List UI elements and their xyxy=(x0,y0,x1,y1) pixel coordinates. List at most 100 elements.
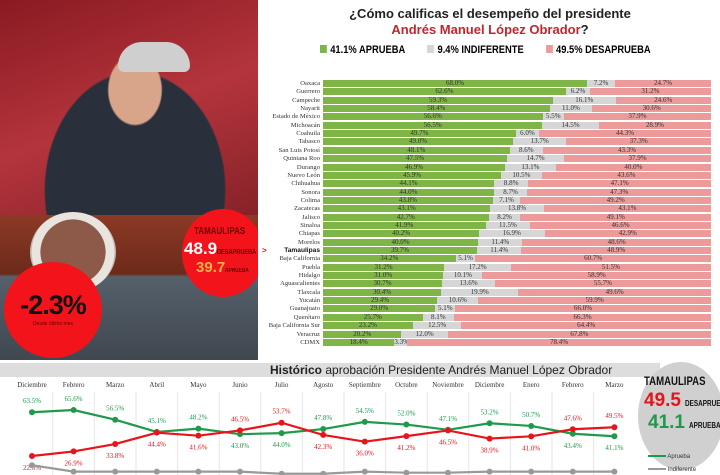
data-point xyxy=(361,418,368,425)
state-label: Jalisco xyxy=(302,213,320,221)
bar-aprueba: 40.2% xyxy=(323,230,479,238)
state-label: Colima xyxy=(300,196,320,204)
bar-indiferente: 11.4% xyxy=(477,247,522,254)
bar-indiferente: 8.7% xyxy=(493,188,528,196)
bar-desaprueba: 47.3% xyxy=(527,188,711,196)
bar-aprueba: 29.4% xyxy=(323,297,438,305)
bar-row: Nayarit 58.4% 11.0% 30.6% xyxy=(260,105,720,113)
data-point xyxy=(320,426,327,433)
data-point xyxy=(320,431,327,438)
bar-aprueba: 42.7% xyxy=(323,213,489,221)
data-label: 26.9% xyxy=(65,459,83,467)
data-point xyxy=(569,468,576,475)
state-label: Querétaro xyxy=(293,313,320,321)
data-point xyxy=(403,469,410,475)
data-point xyxy=(70,448,77,455)
bar-desaprueba: 43.6% xyxy=(541,171,711,179)
state-label: Morelos xyxy=(298,238,320,246)
bar-indiferente: 12.0% xyxy=(401,330,448,338)
bar-desaprueba: 51.5% xyxy=(510,263,711,271)
chart-title-line2: Andrés Manuel López Obrador? xyxy=(260,22,720,37)
tamaulipas-badge: TAMAULIPAS 48.9DESAPRUEBA 39.7APRUEBA xyxy=(182,209,258,297)
bar-desaprueba: 59.9% xyxy=(478,297,711,305)
president-photo: -2.3% Desde último mes TAMAULIPAS 48.9DE… xyxy=(0,0,258,362)
data-label: 44.4% xyxy=(148,441,166,449)
state-label: Nayarit xyxy=(300,105,320,113)
data-point xyxy=(29,453,35,460)
legend-indiferente-label: 9.4% INDIFERENTE xyxy=(437,44,524,56)
bar-row: > Tamaulipas 39.7% 11.4% 48.9% xyxy=(260,247,720,255)
data-point xyxy=(611,468,618,475)
bar-aprueba: 31.0% xyxy=(323,272,444,280)
bar-aprueba: 62.6% xyxy=(323,88,566,96)
historical-title-band: Histórico aprobación Presidente Andrés M… xyxy=(0,363,660,377)
state-label: Baja California xyxy=(279,255,320,263)
data-label: 47.8% xyxy=(314,414,332,422)
bar-indiferente: 5.5% xyxy=(542,113,564,121)
bar-row: Zacatecas 43.1% 13.8% 43.1% xyxy=(260,205,720,213)
historical-chart: Histórico aprobación Presidente Andrés M… xyxy=(0,360,720,475)
data-point xyxy=(486,468,493,475)
bar-row: Nuevo León 45.9% 10.5% 43.6% xyxy=(260,171,720,180)
bar-desaprueba: 64.4% xyxy=(461,322,711,330)
bar-indiferente: 12.5% xyxy=(412,322,462,330)
bar-row: CDMX 18.4% 3.3% 78.4% xyxy=(260,338,720,347)
data-label: 65.6% xyxy=(65,395,83,403)
data-point xyxy=(403,421,410,428)
bar-row: Sonora 44.0% 8.7% 47.3% xyxy=(260,188,720,197)
data-label: 46.5% xyxy=(231,415,249,423)
bar-desaprueba: 58.9% xyxy=(482,272,711,280)
data-point xyxy=(112,441,119,448)
legend-indiferente: 9.4% INDIFERENTE xyxy=(427,44,524,56)
bar-indiferente: 10.6% xyxy=(437,297,479,305)
month-label: Enero xyxy=(522,381,540,389)
data-point xyxy=(70,407,77,413)
data-label: 45.1% xyxy=(148,417,166,425)
question-mark: ? xyxy=(580,22,589,37)
data-label: 53.2% xyxy=(481,408,499,416)
bar-indiferente: 13.8% xyxy=(490,205,544,213)
data-point xyxy=(361,468,368,475)
bar-row: Michoacán 56.5% 14.5% 28.9% xyxy=(260,121,720,130)
highlight-arrow-icon: > xyxy=(262,246,267,255)
state-label: Tamaulipas xyxy=(284,247,320,254)
bar-row: Coahuila 49.7% 6.0% 44.3% xyxy=(260,130,720,138)
bar-aprueba: 18.4% xyxy=(323,338,395,346)
state-label: Veracruz xyxy=(296,330,320,338)
current-title: TAMAULIPAS xyxy=(644,374,706,388)
state-label: Guerrero xyxy=(296,88,320,96)
bar-row: Baja California 34.2% 5.1% 60.7% xyxy=(260,255,720,263)
state-label: Tabasco xyxy=(298,138,320,146)
data-point xyxy=(486,420,493,427)
data-label: 48.2% xyxy=(189,414,207,422)
bar-aprueba: 34.2% xyxy=(323,255,456,263)
data-point xyxy=(611,433,618,440)
data-point xyxy=(403,433,410,440)
bar-aprueba: 41.9% xyxy=(323,221,486,229)
bar-row: Aguascalientes 30.7% 13.6% 55.7% xyxy=(260,280,720,288)
data-point xyxy=(611,424,618,431)
state-label: Chiapas xyxy=(298,230,320,238)
bar-indiferente: 5.1% xyxy=(435,305,456,313)
data-point xyxy=(361,438,368,445)
bar-desaprueba: 47.1% xyxy=(528,180,711,188)
bar-aprueba: 68.0% xyxy=(323,80,588,87)
bar-aprueba: 43.1% xyxy=(323,205,491,213)
bar-desaprueba: 37.9% xyxy=(564,155,711,163)
bar-row: Jalisco 42.7% 8.2% 49.1% xyxy=(260,213,720,222)
data-label: 56.5% xyxy=(106,405,124,413)
bar-desaprueba: 24.7% xyxy=(615,80,711,87)
state-label: Puebla xyxy=(302,263,320,271)
legend-line-aprueba-label: Aprueba xyxy=(667,454,691,460)
tam-aprueba-label: APRUEBA xyxy=(225,268,249,274)
state-label: CDMX xyxy=(300,338,320,346)
change-badge: -2.3% Desde último mes xyxy=(4,262,102,358)
bar-indiferente: 5.1% xyxy=(455,255,476,263)
data-label: 41.0% xyxy=(522,444,540,452)
month-label: Febrero xyxy=(62,381,85,389)
bar-desaprueba: 78.4% xyxy=(407,338,711,346)
month-label: Agosto xyxy=(313,381,334,389)
data-point xyxy=(528,422,535,429)
bar-row: Hidalgo 31.0% 10.1% 58.9% xyxy=(260,272,720,280)
bar-indiferente: 14.7% xyxy=(507,155,565,163)
